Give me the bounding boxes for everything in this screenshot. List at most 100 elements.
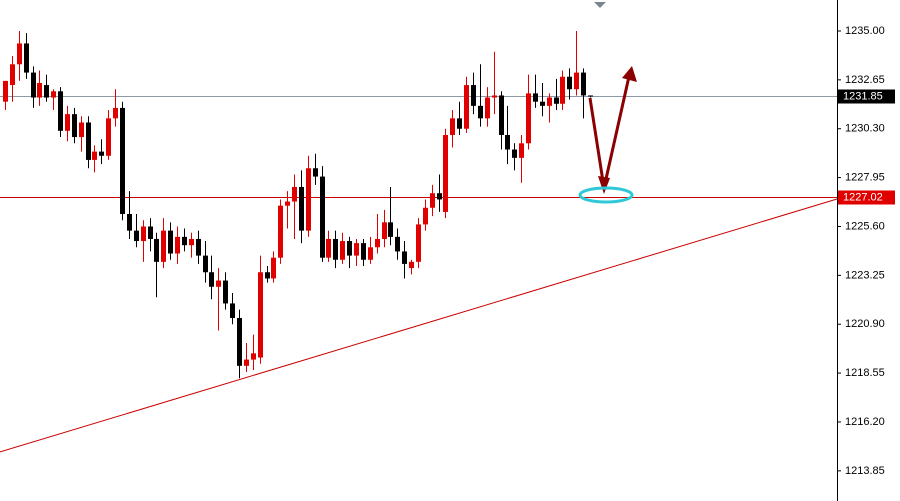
candle-body (86, 122, 91, 160)
candle-body (17, 43, 22, 65)
candle-body (244, 359, 249, 366)
candle-body (499, 95, 504, 135)
candle-body (492, 95, 497, 98)
price-label: 1231.85 (843, 90, 883, 102)
candle-body (216, 280, 221, 287)
y-tick-label: 1220.90 (845, 318, 885, 330)
candle-body (203, 255, 208, 273)
axis-labels: 1235.00 1232.65 1230.30 1227.95 1225.60 1223.… (837, 25, 895, 477)
candle-body (37, 82, 42, 98)
y-tick-label: 1218.55 (845, 367, 885, 379)
candle-body (168, 230, 173, 254)
candle-body (258, 272, 263, 358)
y-tick-label: 1232.65 (845, 74, 885, 86)
candle-body (120, 107, 125, 215)
projection (578, 66, 637, 204)
candle-body (443, 134, 448, 212)
candle-body (134, 230, 139, 242)
candle-body (450, 118, 455, 135)
candle-body (388, 222, 393, 237)
candle-body (519, 143, 524, 158)
arrow-head (622, 66, 637, 82)
candle-body (423, 207, 428, 225)
candle-body (485, 97, 490, 119)
candle-body (223, 280, 228, 304)
candle-body (375, 238, 380, 248)
candle-body (457, 118, 462, 129)
candle-body (285, 201, 290, 206)
candle-body (361, 243, 366, 260)
candle-body (271, 257, 276, 279)
candle-body (65, 114, 70, 131)
candle-body (251, 353, 256, 360)
candle-body (209, 272, 214, 287)
y-tick-label: 1230.30 (845, 123, 885, 135)
candle-body (161, 230, 166, 262)
candle-body (354, 243, 359, 256)
candle-body (31, 72, 36, 98)
candle-body (416, 224, 421, 262)
candle-body (368, 247, 373, 260)
candle-body (44, 85, 49, 98)
candle-body (347, 241, 352, 256)
candle-body (51, 91, 56, 98)
candle-body (72, 114, 77, 138)
candle-body (306, 168, 311, 231)
candle-body (430, 193, 435, 208)
candle-body (382, 222, 387, 239)
candle-body (547, 97, 552, 106)
candle-body (478, 105, 483, 119)
candle-body (340, 241, 345, 260)
candle-body (154, 238, 159, 262)
candle-body (526, 93, 531, 144)
candle-body (3, 80, 8, 102)
arrow-head (598, 176, 610, 194)
candle-body (182, 236, 187, 246)
candle-body (533, 93, 538, 102)
candle-body (175, 236, 180, 254)
candle-body (333, 238, 338, 260)
candle-body (402, 251, 407, 264)
candle-body (409, 261, 414, 269)
candle-body (127, 214, 132, 231)
candle-body (10, 64, 15, 86)
y-tick-label: 1216.20 (845, 416, 885, 428)
candle-body (471, 85, 476, 106)
candle-body (148, 226, 153, 239)
candle-body (230, 303, 235, 318)
candle-body (189, 238, 194, 246)
y-tick-label: 1213.85 (845, 465, 885, 477)
candle-body (113, 107, 118, 119)
candle-body (437, 193, 442, 200)
candle-body (299, 186, 304, 231)
candle-body (92, 151, 97, 160)
candle-body (79, 122, 84, 138)
candle-body (320, 176, 325, 258)
price-label: 1227.02 (843, 191, 883, 203)
candle-body (554, 97, 559, 104)
y-tick-label: 1235.00 (845, 25, 885, 37)
target-ellipse (578, 186, 634, 204)
price-label-box (838, 190, 895, 205)
candle-body (278, 205, 283, 258)
trendline (0, 198, 838, 453)
candle-body (588, 95, 593, 97)
candle-body (574, 72, 579, 90)
candle-body (292, 186, 297, 202)
candle-body (141, 226, 146, 242)
candle-body (58, 91, 63, 131)
candle-body (313, 168, 318, 177)
candle-body (560, 76, 565, 104)
y-tick-label: 1227.95 (845, 172, 885, 184)
shift-marker (594, 2, 606, 8)
candle-body (395, 236, 400, 252)
candle-body (326, 238, 331, 258)
candle-body (464, 85, 469, 129)
candle-body (540, 101, 545, 106)
candle-body (106, 118, 111, 156)
candle-body (99, 151, 104, 156)
candle-body (24, 43, 29, 73)
candle-body (581, 72, 586, 96)
